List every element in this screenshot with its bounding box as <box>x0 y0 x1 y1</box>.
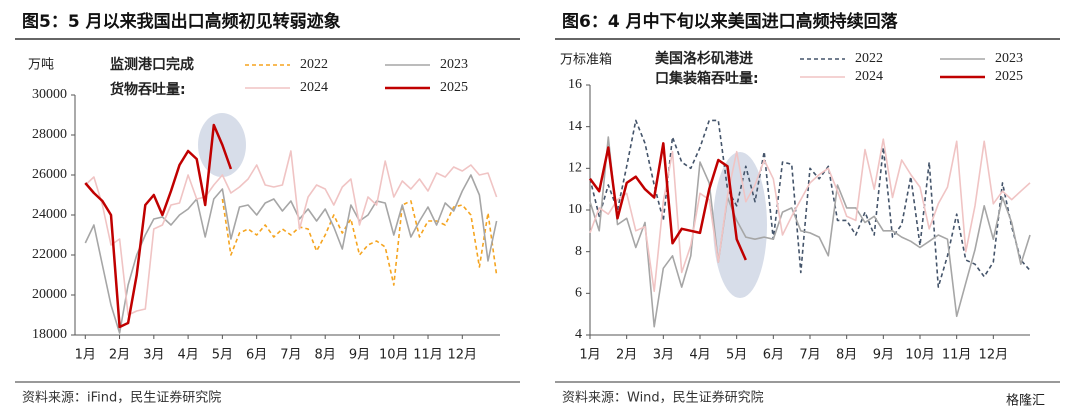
y-tick-label: 22000 <box>32 247 67 262</box>
unit-label: 万吨 <box>28 58 54 73</box>
annotation: 监测港口完成 <box>110 56 194 73</box>
series-line <box>84 174 498 334</box>
legend-label: 2025 <box>440 80 468 95</box>
legend-label: 2022 <box>855 51 883 66</box>
x-tick-label: 4月 <box>177 348 198 363</box>
x-tick-label: 8月 <box>836 348 857 363</box>
x-tick-label: 6月 <box>246 348 267 363</box>
x-tick-label: 1月 <box>579 348 600 363</box>
y-tick-label: 14 <box>568 119 582 134</box>
annotation: 货物吞吐量: <box>109 81 186 98</box>
y-tick-label: 26000 <box>32 167 67 182</box>
x-tick-label: 12月 <box>448 348 478 363</box>
source: 资料来源：iFind，民生证券研究院 <box>22 390 221 406</box>
legend-label: 2023 <box>440 57 468 72</box>
legend-label: 2024 <box>300 80 328 95</box>
y-tick-label: 18000 <box>32 327 67 342</box>
legend-label: 2024 <box>855 69 883 84</box>
y-tick-label: 12 <box>568 161 582 176</box>
y-tick-label: 6 <box>575 286 582 301</box>
y-tick-label: 20000 <box>32 287 67 302</box>
legend-label: 2025 <box>995 69 1023 84</box>
series-line <box>589 138 1031 293</box>
x-tick-label: 7月 <box>280 348 301 363</box>
series-line <box>84 123 233 329</box>
unit-label: 万标准箱 <box>560 52 612 68</box>
x-tick-label: 12月 <box>979 348 1009 363</box>
chart-title: 图5：5 月以来我国出口高频初见转弱迹象 <box>22 11 341 32</box>
x-tick-label: 5月 <box>726 348 747 363</box>
x-tick-label: 8月 <box>315 348 336 363</box>
series-line <box>589 136 1031 328</box>
y-tick-label: 16 <box>568 77 582 92</box>
x-tick-label: 5月 <box>212 348 233 363</box>
x-tick-label: 2月 <box>616 348 637 363</box>
y-tick-label: 28000 <box>32 127 67 142</box>
watermark: 格隆汇 <box>1006 393 1045 409</box>
series-line <box>588 142 747 261</box>
x-tick-label: 9月 <box>873 348 894 363</box>
x-tick-label: 1月 <box>75 348 96 363</box>
annotation: 美国洛杉矶港进 <box>655 50 753 67</box>
x-tick-label: 10月 <box>379 348 409 363</box>
y-tick-label: 8 <box>575 244 582 259</box>
series-line <box>221 198 498 286</box>
x-tick-label: 2月 <box>109 348 130 363</box>
chart-title: 图6：4 月中下旬以来美国进口高频持续回落 <box>562 11 899 32</box>
x-tick-label: 3月 <box>143 348 164 363</box>
y-tick-label: 30000 <box>32 87 67 102</box>
legend-label: 2022 <box>300 57 328 72</box>
x-tick-label: 4月 <box>689 348 710 363</box>
x-tick-label: 11月 <box>942 348 972 363</box>
x-tick-label: 11月 <box>413 348 443 363</box>
x-tick-label: 7月 <box>799 348 820 363</box>
y-tick-label: 4 <box>575 327 582 342</box>
x-tick-label: 6月 <box>763 348 784 363</box>
x-tick-label: 3月 <box>653 348 674 363</box>
y-tick-label: 10 <box>568 202 582 217</box>
legend-label: 2023 <box>995 51 1023 66</box>
x-tick-label: 10月 <box>905 348 935 363</box>
series-line <box>589 119 1031 288</box>
annotation: 口集装箱吞吐量: <box>655 70 759 87</box>
x-tick-label: 9月 <box>349 348 370 363</box>
source: 资料来源：Wind，民生证券研究院 <box>562 390 764 406</box>
y-tick-label: 24000 <box>32 207 67 222</box>
series-line <box>84 150 498 316</box>
